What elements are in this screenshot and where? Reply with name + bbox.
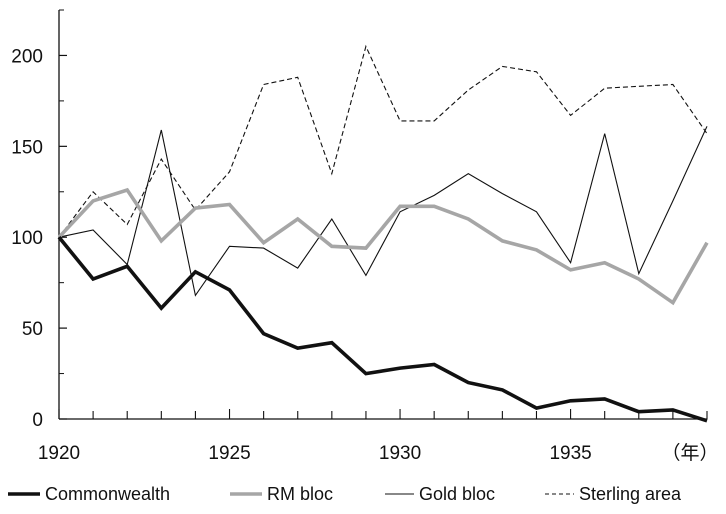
series-line-gold-bloc bbox=[58, 126, 708, 297]
legend: Commonwealth RM bloc Gold bloc Sterling are… bbox=[8, 484, 682, 504]
y-tick-label: 100 bbox=[11, 228, 43, 249]
series-line-commonwealth bbox=[57, 236, 708, 423]
x-tick-label: （年） bbox=[661, 442, 718, 464]
y-tick-label: 150 bbox=[11, 137, 43, 158]
x-tick-label: 1925 bbox=[208, 443, 250, 464]
legend-label-commonwealth: Commonwealth bbox=[45, 484, 170, 504]
x-tick-label: 1920 bbox=[38, 443, 80, 464]
series-lines bbox=[57, 44, 709, 423]
axes: 0 50 100 150 200 1920 1925 1930 1935 （年） bbox=[11, 9, 718, 464]
legend-label-rm-bloc: RM bloc bbox=[267, 484, 333, 504]
y-tick-label: 200 bbox=[11, 46, 43, 67]
x-tick-label: 1935 bbox=[549, 443, 591, 464]
x-tick-label: 1930 bbox=[379, 443, 421, 464]
series-line-rm-bloc bbox=[57, 187, 709, 306]
y-tick-label: 0 bbox=[32, 410, 43, 431]
series-line-sterling-area bbox=[58, 44, 708, 238]
y-tick-label: 50 bbox=[22, 319, 43, 340]
legend-label-gold-bloc: Gold bloc bbox=[419, 484, 495, 504]
legend-label-sterling-area: Sterling area bbox=[579, 484, 682, 504]
